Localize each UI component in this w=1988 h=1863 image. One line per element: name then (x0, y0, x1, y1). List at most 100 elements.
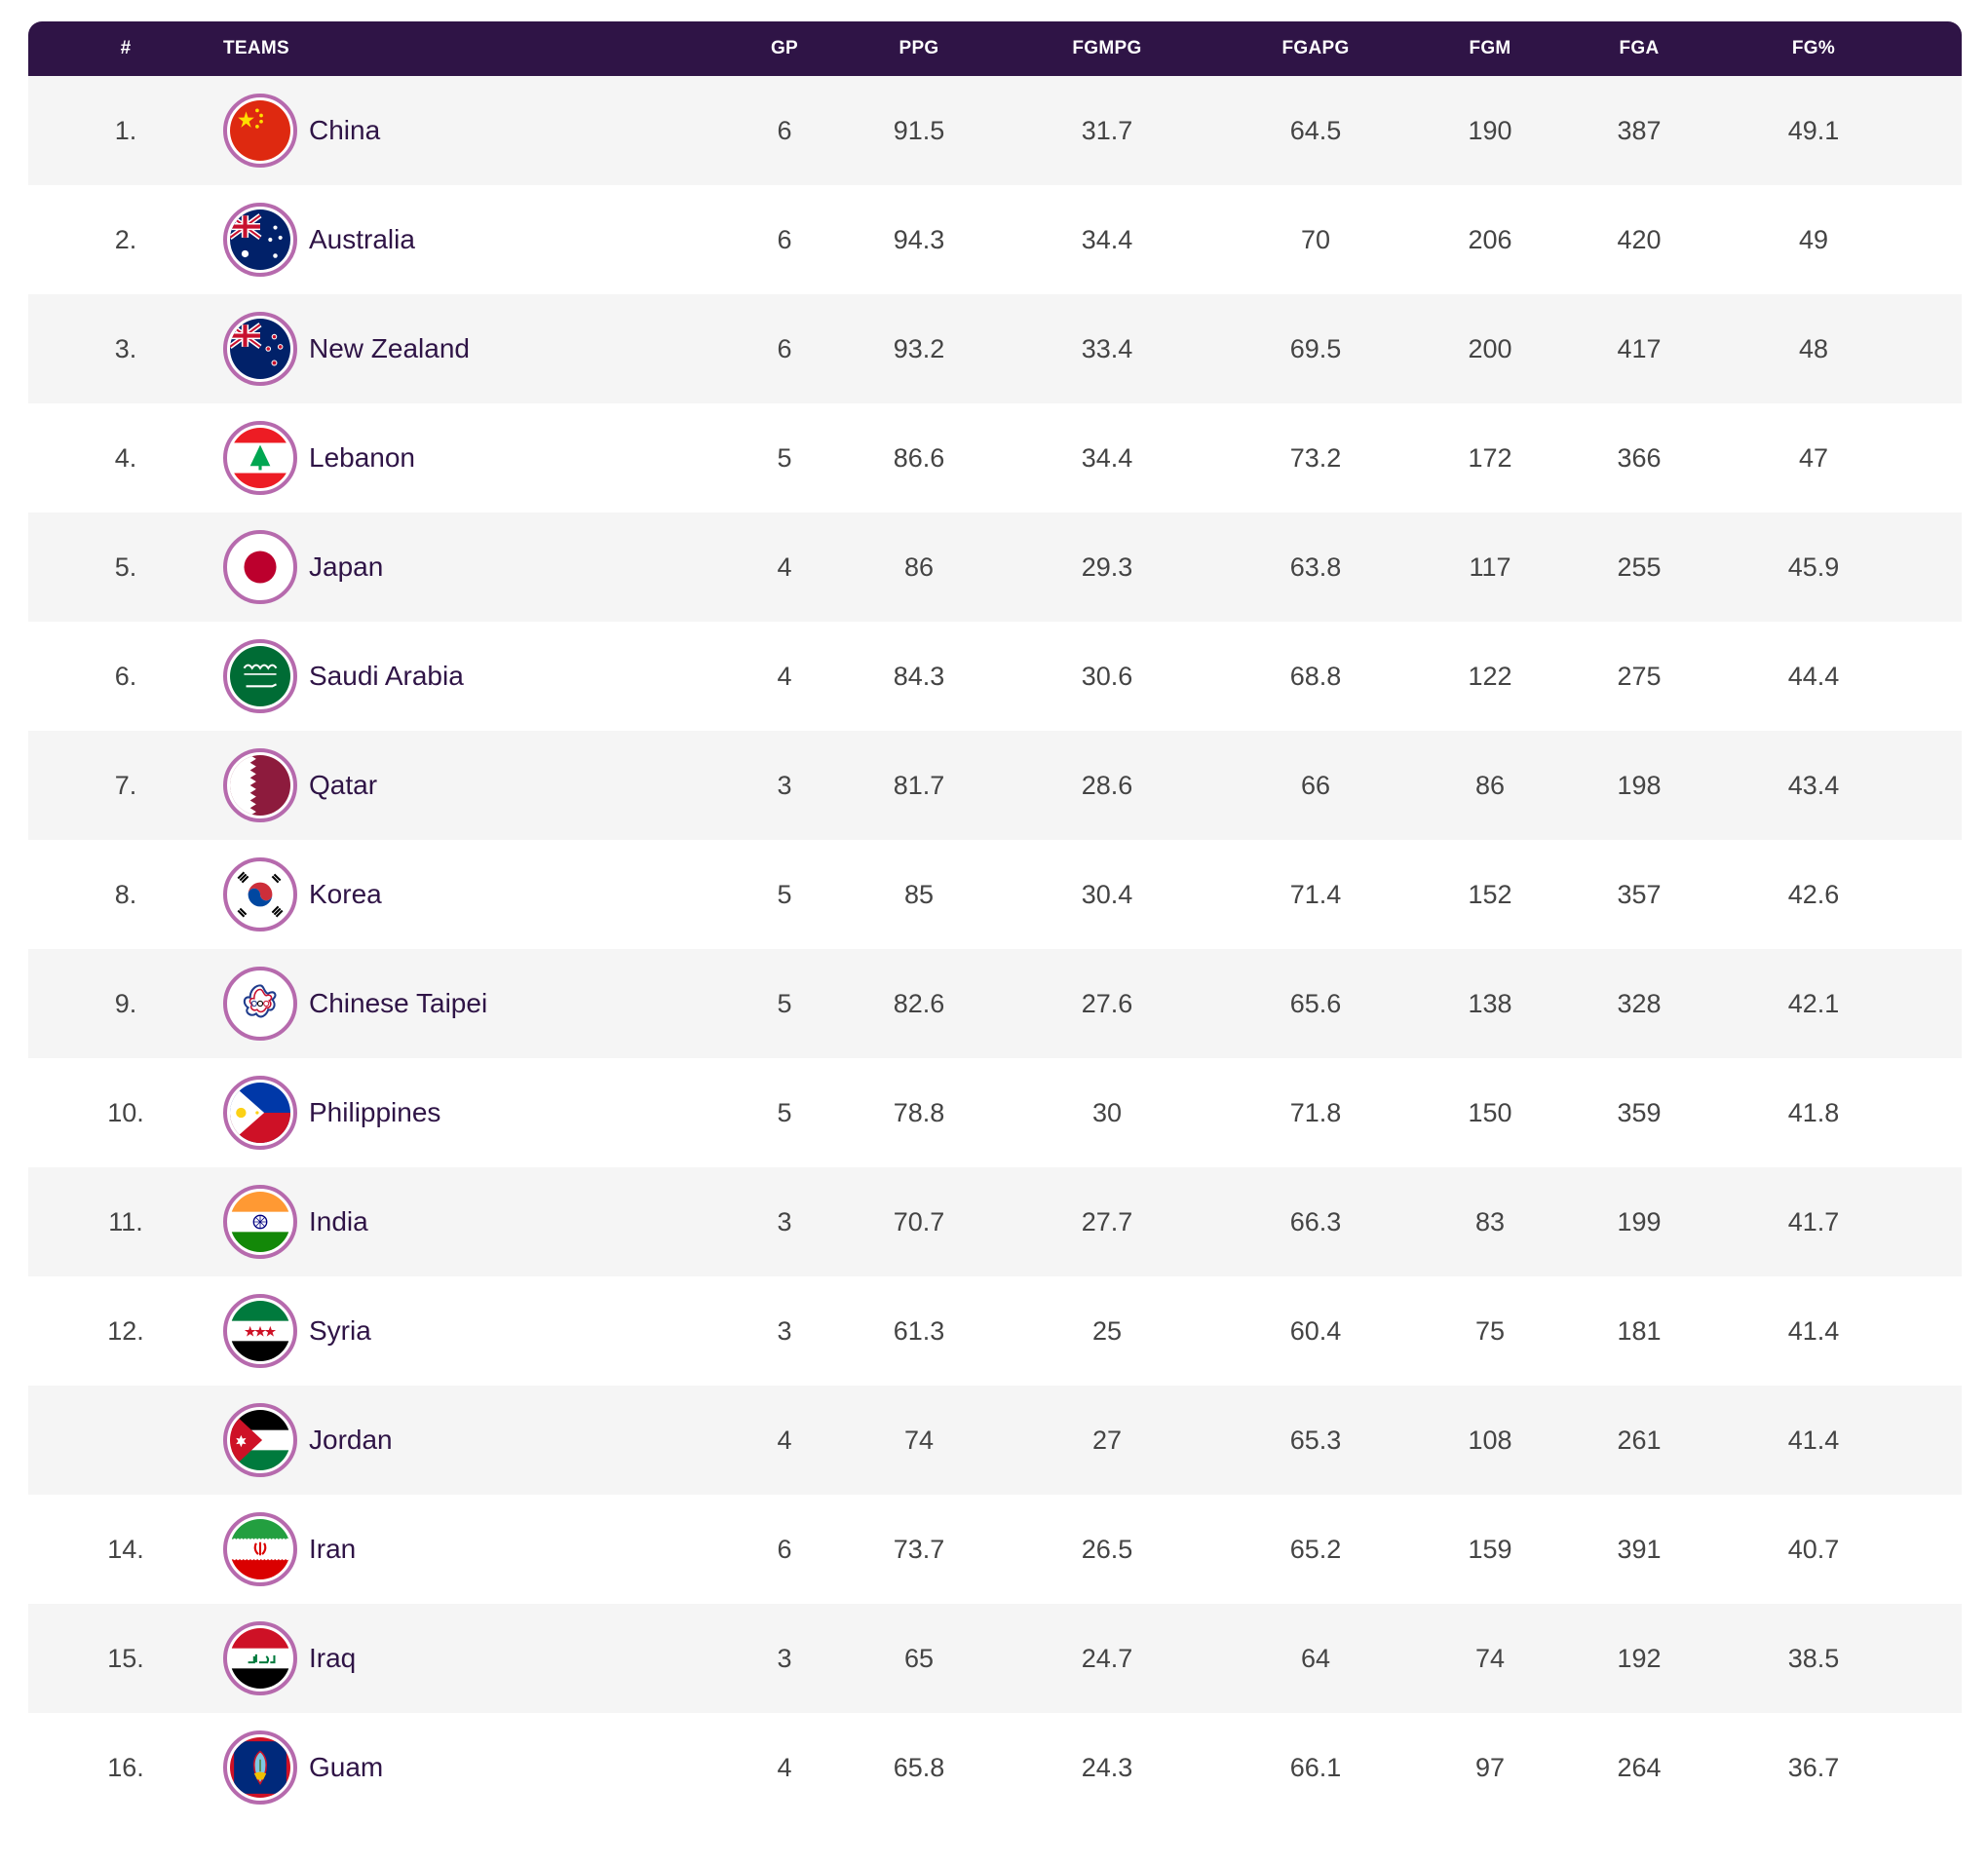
fga-cell: 261 (1617, 1425, 1662, 1455)
fgp-cell: 41.4 (1787, 1315, 1840, 1346)
table-row[interactable]: 6. Saudi Arabia 4 84.3 30.6 68.8 122 275 44.4 (28, 622, 1962, 731)
table-row[interactable]: 4. Lebanon 5 86.6 34.4 73.2 172 366 47 (28, 403, 1962, 513)
fgp-cell: 42.1 (1787, 988, 1840, 1018)
china-flag-icon (223, 94, 297, 168)
table-row[interactable]: 10. Philippines 5 78.8 30 71.8 150 359 41.8 (28, 1058, 1962, 1167)
team-cell: Syria (223, 1294, 710, 1368)
column-header-gp[interactable]: GP (770, 38, 799, 58)
team-name-link[interactable]: Saudi Arabia (309, 661, 464, 691)
team-name-link[interactable]: Chinese Taipei (309, 988, 488, 1018)
table-row[interactable]: 15. Iraq 3 65 24.7 64 74 192 38.5 (28, 1604, 1962, 1713)
fgp-cell: 49.1 (1787, 115, 1840, 145)
fga-cell: 275 (1617, 661, 1662, 691)
rank-cell: 12. (107, 1315, 144, 1346)
fgm-cell: 74 (1474, 1643, 1506, 1673)
fgapg-cell: 66.3 (1289, 1206, 1342, 1236)
rank-cell: 2. (114, 224, 137, 254)
gp-cell: 5 (777, 442, 792, 473)
fgapg-cell: 69.5 (1289, 333, 1342, 363)
rank-cell: 5. (114, 551, 137, 582)
fgmpg-cell: 27.6 (1081, 988, 1133, 1018)
ppg-cell: 74 (903, 1425, 935, 1455)
fga-cell: 192 (1617, 1643, 1662, 1673)
fga-cell: 359 (1617, 1097, 1662, 1127)
fga-cell: 366 (1617, 442, 1662, 473)
team-name-link[interactable]: India (309, 1206, 368, 1236)
gp-cell: 3 (777, 1206, 792, 1236)
ppg-cell: 86 (903, 551, 935, 582)
fgp-cell: 45.9 (1787, 551, 1840, 582)
team-name-link[interactable]: Lebanon (309, 442, 416, 473)
team-name-link[interactable]: Iran (309, 1534, 357, 1564)
team-name-link[interactable]: Guam (309, 1752, 384, 1782)
table-row[interactable]: 1. China 6 91.5 31.7 64.5 190 387 49.1 (28, 76, 1962, 185)
column-header-fgmpg[interactable]: FGMPG (1072, 38, 1142, 58)
table-row[interactable]: 5. Japan 4 86 29.3 63.8 117 255 45.9 (28, 513, 1962, 622)
team-cell: Philippines (223, 1076, 710, 1150)
column-header-fgm[interactable]: FGM (1469, 38, 1511, 58)
fgm-cell: 190 (1468, 115, 1512, 145)
team-name-link[interactable]: Philippines (309, 1097, 441, 1127)
fga-cell: 328 (1617, 988, 1662, 1018)
rank-cell: 6. (114, 661, 137, 691)
ppg-cell: 61.3 (893, 1315, 945, 1346)
fga-cell: 357 (1617, 879, 1662, 909)
table-row[interactable]: 16. Guam 4 65.8 24.3 66.1 97 264 36.7 (28, 1713, 1962, 1822)
team-name-link[interactable]: China (309, 115, 381, 145)
team-name-link[interactable]: New Zealand (309, 333, 470, 363)
team-name-link[interactable]: Jordan (309, 1425, 393, 1455)
stats-table: # TEAMS GP PPG FGMPG FGAPG FGM FGA FG% 1… (28, 21, 1962, 1822)
gp-cell: 5 (777, 879, 792, 909)
gp-cell: 3 (777, 770, 792, 800)
fgapg-cell: 65.3 (1289, 1425, 1342, 1455)
column-header-fga[interactable]: FGA (1619, 38, 1660, 58)
fgmpg-cell: 26.5 (1081, 1534, 1133, 1564)
table-row[interactable]: 2. Australia 6 94.3 34.4 70 206 420 49 (28, 185, 1962, 294)
column-header-fgapg[interactable]: FGAPG (1281, 38, 1350, 58)
fgp-cell: 47 (1798, 442, 1829, 473)
fgmpg-cell: 31.7 (1081, 115, 1133, 145)
team-name-link[interactable]: Syria (309, 1315, 371, 1346)
table-row[interactable]: Jordan 4 74 27 65.3 108 261 41.4 (28, 1386, 1962, 1495)
table-row[interactable]: 3. New Zealand 6 93.2 33.4 69.5 200 417 48 (28, 294, 1962, 403)
team-cell: India (223, 1185, 710, 1259)
fga-cell: 198 (1617, 770, 1662, 800)
column-header-fg-percent[interactable]: FG% (1791, 38, 1836, 58)
table-row[interactable]: 14. Iran 6 73.7 26.5 65.2 159 391 40.7 (28, 1495, 1962, 1604)
fgapg-cell: 64 (1300, 1643, 1331, 1673)
team-name-link[interactable]: Qatar (309, 770, 378, 800)
team-name-link[interactable]: Iraq (309, 1643, 357, 1673)
team-name-link[interactable]: Japan (309, 551, 384, 582)
fgm-cell: 83 (1474, 1206, 1506, 1236)
fgp-cell: 40.7 (1787, 1534, 1840, 1564)
jordan-flag-icon (223, 1403, 297, 1477)
gp-cell: 4 (777, 661, 792, 691)
column-header-ppg[interactable]: PPG (898, 38, 939, 58)
team-name-link[interactable]: Korea (309, 879, 382, 909)
fgapg-cell: 65.2 (1289, 1534, 1342, 1564)
ppg-cell: 65.8 (893, 1752, 945, 1782)
fgapg-cell: 65.6 (1289, 988, 1342, 1018)
fgmpg-cell: 25 (1091, 1315, 1123, 1346)
fgmpg-cell: 30 (1091, 1097, 1123, 1127)
table-row[interactable]: 7. Qatar 3 81.7 28.6 66 86 198 43.4 (28, 731, 1962, 840)
table-row[interactable]: 8. Korea 5 85 30.4 71.4 152 357 42.6 (28, 840, 1962, 949)
table-header: # TEAMS GP PPG FGMPG FGAPG FGM FGA FG% (28, 21, 1962, 76)
rank-cell: 9. (114, 988, 137, 1018)
column-header-team[interactable]: TEAMS (223, 38, 289, 58)
syria-flag-icon (223, 1294, 297, 1368)
column-header-rank[interactable]: # (120, 38, 132, 58)
table-row[interactable]: 11. India 3 70.7 27.7 66.3 83 199 41.7 (28, 1167, 1962, 1276)
fgapg-cell: 63.8 (1289, 551, 1342, 582)
table-row[interactable]: 9. Chinese Taipei 5 82.6 27.6 65.6 138 328 42.1 (28, 949, 1962, 1058)
team-name-link[interactable]: Australia (309, 224, 415, 254)
team-cell: Japan (223, 530, 710, 604)
ppg-cell: 91.5 (893, 115, 945, 145)
gp-cell: 5 (777, 1097, 792, 1127)
ppg-cell: 81.7 (893, 770, 945, 800)
fgapg-cell: 64.5 (1289, 115, 1342, 145)
team-cell: Qatar (223, 748, 710, 822)
table-row[interactable]: 12. Syria 3 61.3 25 60.4 75 181 41.4 (28, 1276, 1962, 1386)
rank-cell: 14. (107, 1534, 144, 1564)
fgapg-cell: 68.8 (1289, 661, 1342, 691)
